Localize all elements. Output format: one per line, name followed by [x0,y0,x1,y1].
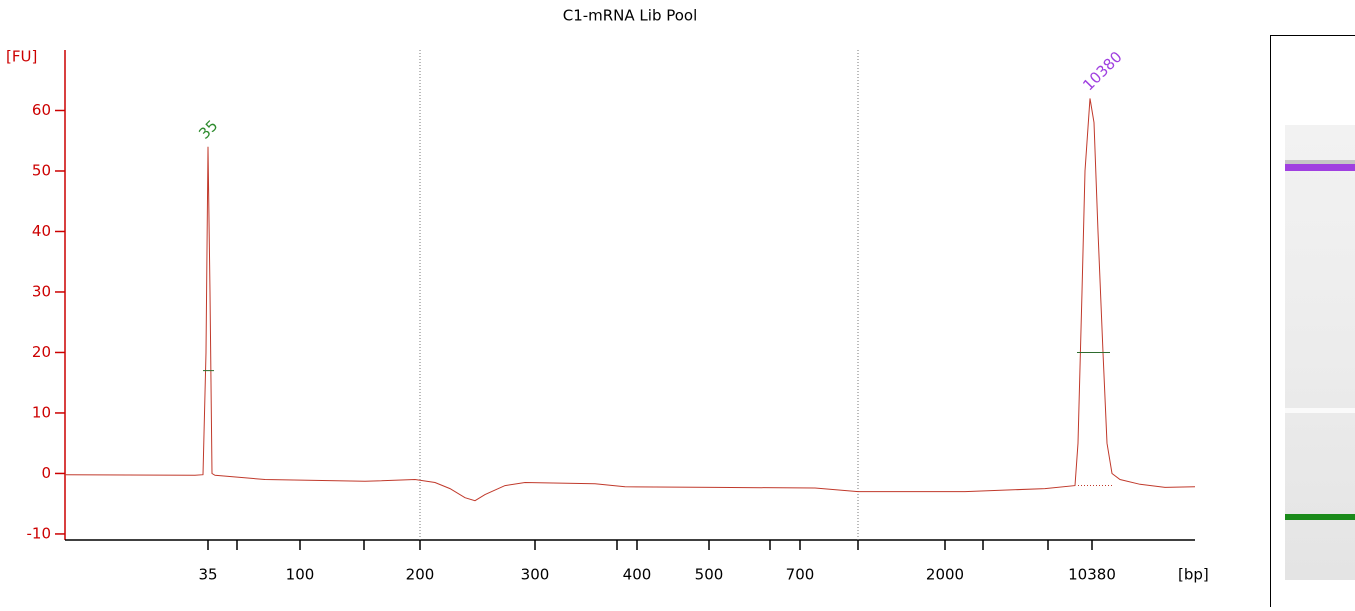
x-tick-label: 300 [521,566,550,584]
x-tick-label: 400 [623,566,652,584]
y-tick-label: 30 [32,282,51,300]
x-tick-label: 100 [286,566,315,584]
chart-title: C1-mRNA Lib Pool [563,7,698,25]
x-tick-label: 35 [198,566,217,584]
y-tick-label: 20 [32,343,51,361]
x-axis-label: [bp] [1178,566,1209,584]
peak-label: 10380 [1079,48,1125,94]
y-axis-label: [FU] [6,48,37,66]
x-tick-label: 10380 [1068,566,1116,584]
gel-band-upper [1285,164,1355,171]
peak-label: 35 [195,117,221,143]
y-tick-label: 0 [41,464,51,482]
y-tick-label: 50 [32,161,51,179]
gel-line [1285,408,1355,413]
gel-lane [1285,125,1355,580]
gel-band-lower [1285,514,1355,520]
y-tick-label: 40 [32,222,51,240]
x-tick-label: 200 [406,566,435,584]
x-tick-label: 500 [695,566,724,584]
x-tick-label: 700 [786,566,815,584]
x-tick-label: 2000 [926,566,964,584]
y-tick-label: -10 [27,524,52,542]
trace [65,98,1195,500]
y-tick-label: 10 [32,403,51,421]
y-tick-label: 60 [32,101,51,119]
